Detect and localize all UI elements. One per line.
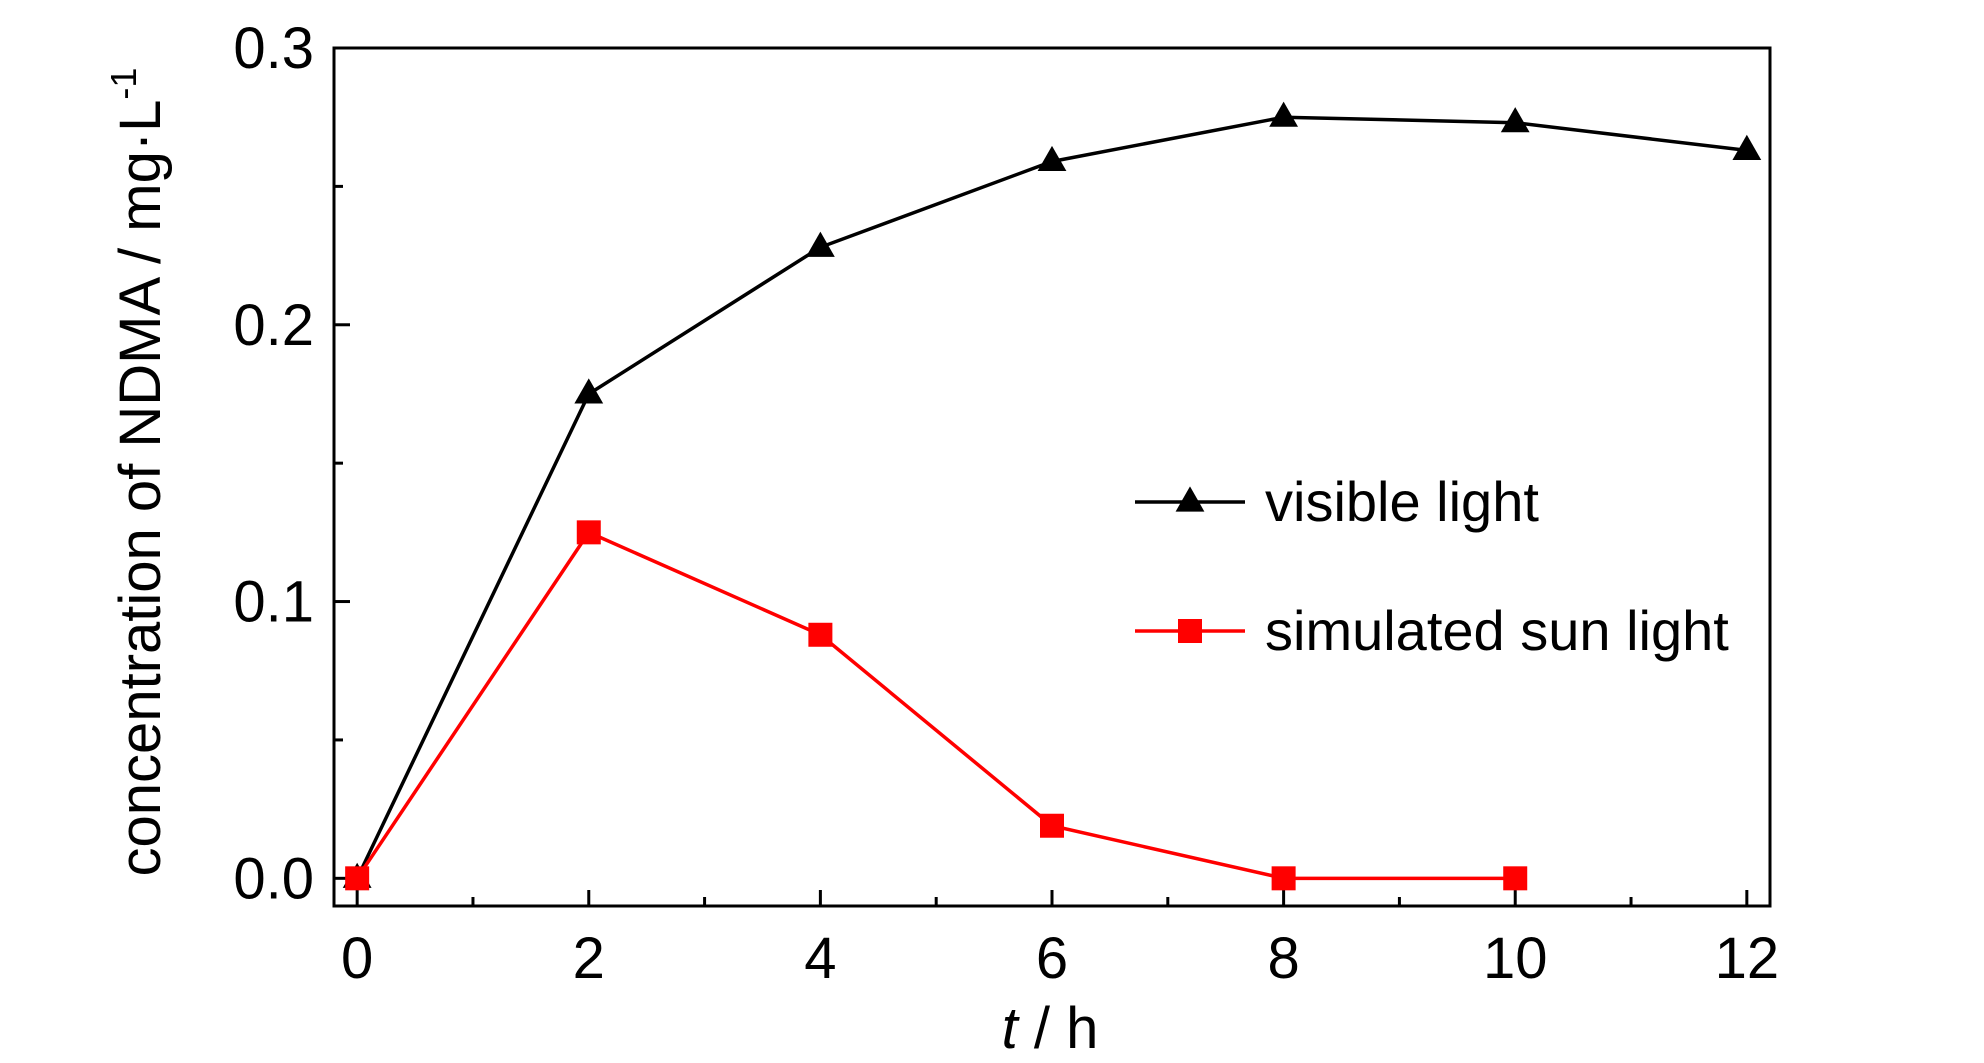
y-tick-label-0: 0.0 bbox=[233, 846, 314, 911]
data-point-visible-light-6 bbox=[1037, 145, 1067, 172]
y-axis-title-superscript: -1 bbox=[103, 68, 144, 100]
x-tick-label-2: 2 bbox=[573, 926, 605, 991]
legend-label-simulated-sun-light: simulated sun light bbox=[1265, 599, 1729, 662]
y-axis-title-main: concentration of NDMA / mg·L bbox=[108, 100, 173, 877]
x-axis-title: t / h bbox=[1002, 996, 1099, 1061]
x-axis-title-italic: t bbox=[1002, 996, 1021, 1061]
x-tick-label-0: 0 bbox=[341, 926, 373, 991]
x-tick-label-6: 6 bbox=[1036, 926, 1068, 991]
legend-label-visible-light: visible light bbox=[1265, 470, 1539, 533]
x-axis-ticks: 0 2 4 6 8 10 12 bbox=[341, 890, 1779, 991]
data-point-visible-light-12 bbox=[1732, 134, 1762, 160]
x-axis-title-unit: / h bbox=[1018, 996, 1099, 1061]
series-layer bbox=[342, 101, 1762, 891]
legend-marker-simulated-sun-light bbox=[1178, 619, 1202, 643]
data-point-simulated-sun-light-2 bbox=[576, 520, 601, 545]
y-tick-label-0.3: 0.3 bbox=[233, 16, 314, 81]
data-point-simulated-sun-light-8 bbox=[1271, 866, 1296, 891]
data-point-visible-light-8 bbox=[1269, 101, 1299, 127]
data-point-simulated-sun-light-6 bbox=[1040, 813, 1064, 838]
legend: visible light simulated sun light bbox=[1135, 470, 1729, 662]
data-point-simulated-sun-light-0 bbox=[345, 866, 370, 891]
data-point-visible-light-10 bbox=[1500, 107, 1530, 133]
y-tick-label-0.1: 0.1 bbox=[233, 570, 314, 635]
series-line-simulated-sun-light bbox=[355, 530, 1516, 881]
legend-marker-visible-light bbox=[1175, 486, 1205, 512]
y-axis-ticks: 0.0 0.1 0.2 0.3 bbox=[233, 16, 350, 911]
y-axis-title: concentration of NDMA / mg·L-1 bbox=[103, 68, 173, 877]
x-tick-label-4: 4 bbox=[804, 926, 836, 991]
y-tick-label-0.2: 0.2 bbox=[233, 293, 314, 358]
x-tick-label-10: 10 bbox=[1483, 926, 1548, 991]
data-point-visible-light-2 bbox=[574, 378, 604, 404]
x-tick-label-8: 8 bbox=[1267, 926, 1299, 991]
data-point-simulated-sun-light-10 bbox=[1503, 866, 1528, 891]
x-tick-label-12: 12 bbox=[1715, 926, 1780, 991]
data-point-visible-light-4 bbox=[805, 231, 835, 257]
data-point-simulated-sun-light-4 bbox=[808, 622, 833, 647]
